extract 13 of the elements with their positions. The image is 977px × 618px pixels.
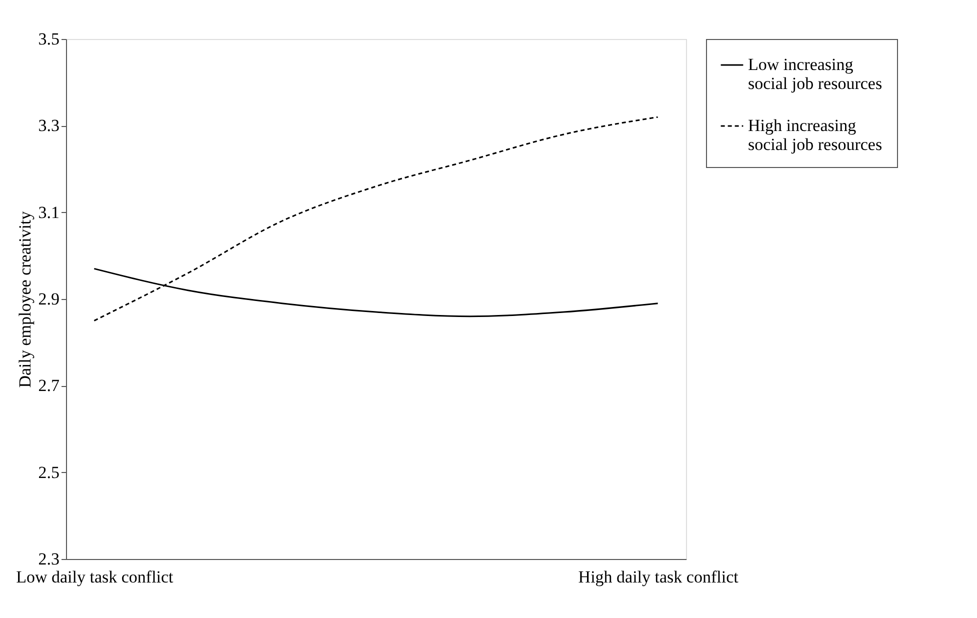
- y-tick-label: 3.3: [38, 116, 60, 136]
- y-tick-label: 2.9: [38, 290, 60, 308]
- y-tick-label: 2.7: [38, 376, 60, 396]
- line-series: [93, 116, 659, 322]
- y-tick-label: 2.5: [38, 462, 60, 482]
- legend-label: High increasing social job resources: [748, 116, 882, 154]
- y-axis-title: Daily employee creativity: [15, 210, 34, 388]
- x-tick-label: Low daily task conflict: [16, 568, 174, 586]
- y-tick-label: 2.3: [38, 550, 60, 568]
- legend-label: Low increasing social job resources: [748, 55, 882, 93]
- y-tick-label: 3.1: [38, 202, 60, 222]
- y-tick-label: 3.5: [38, 30, 60, 48]
- x-tick-label: High daily task conflict: [578, 568, 739, 586]
